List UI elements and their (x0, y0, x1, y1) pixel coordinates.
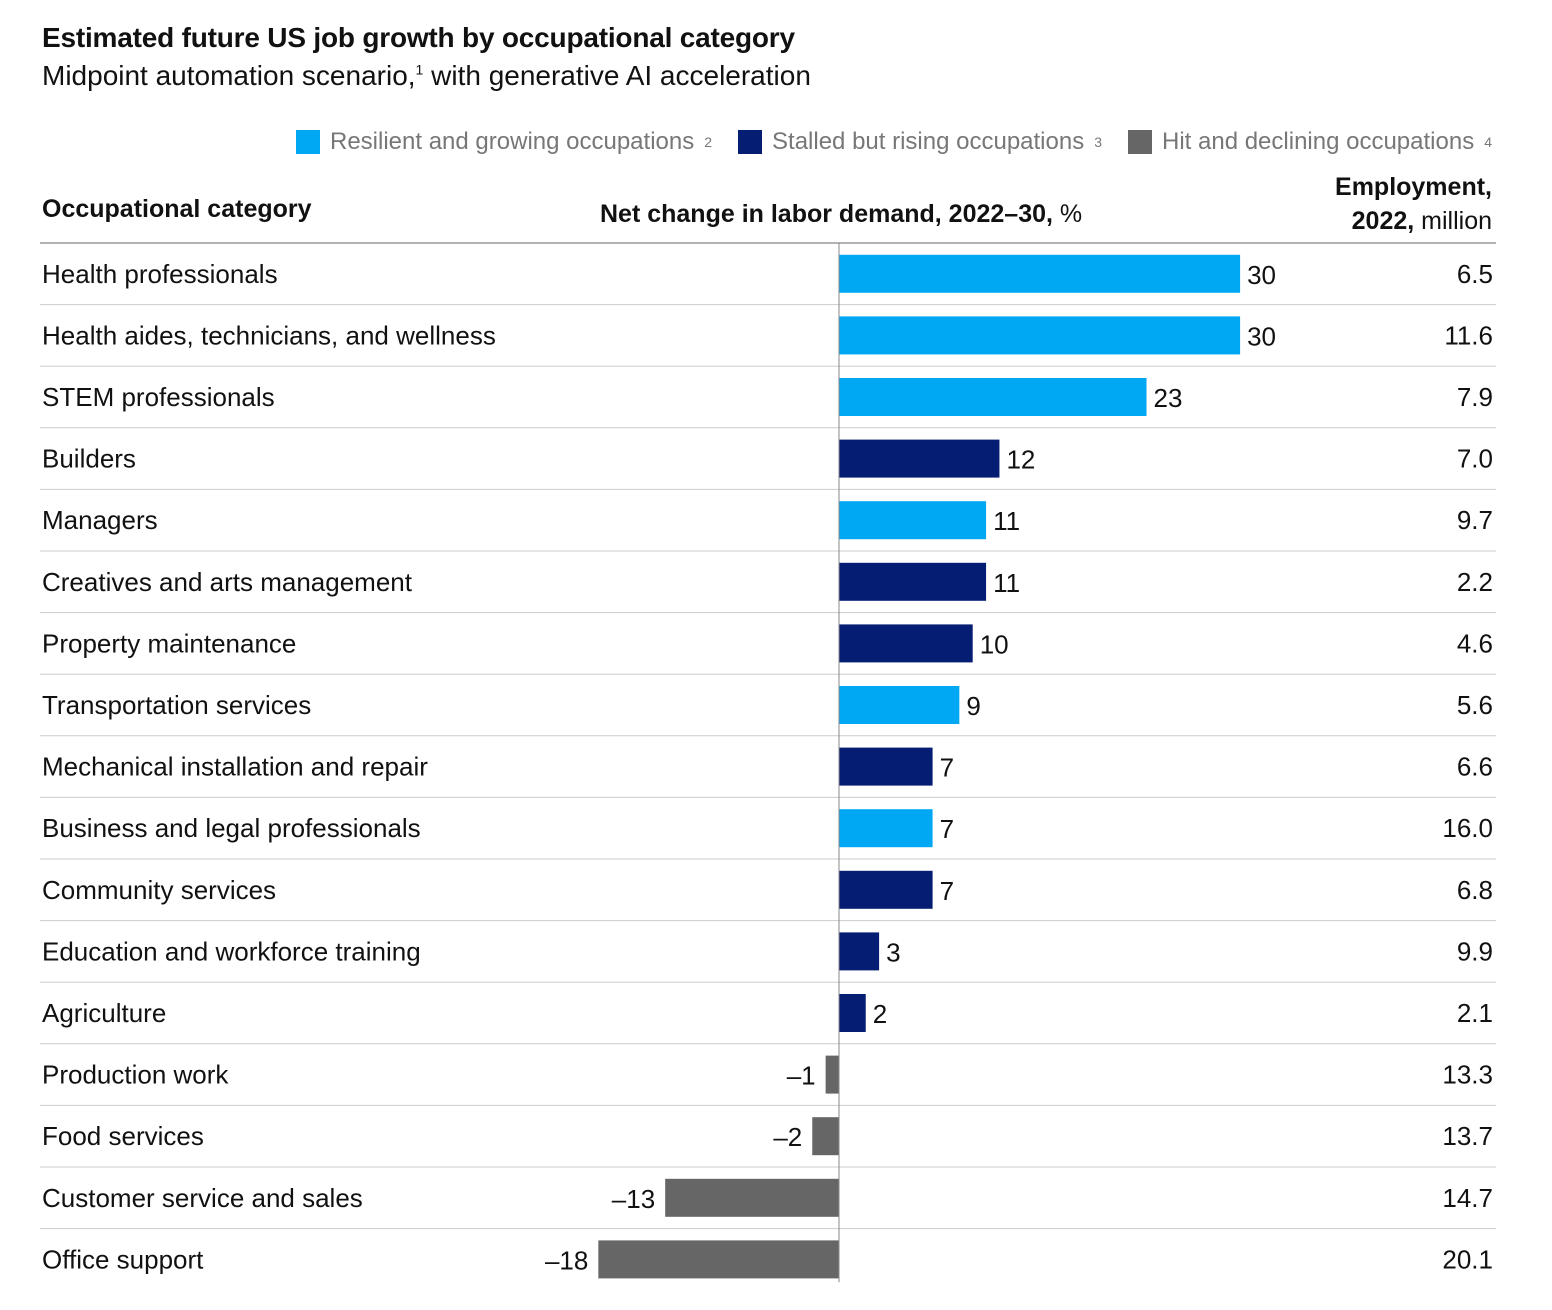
footnote: 2 (704, 134, 713, 150)
bar (839, 439, 1000, 478)
category-label: Business and legal professionals (42, 813, 421, 843)
category-label: Health professionals (42, 259, 278, 289)
category-label: Office support (42, 1244, 204, 1274)
header-employment-line1: Employment, (1335, 173, 1492, 201)
category-label: Builders (42, 444, 136, 474)
legend-label: Resilient and growing occupations (330, 128, 695, 155)
header-net-change-unit: % (1052, 200, 1083, 228)
header-category: Occupational category (42, 195, 312, 223)
employment-value: 13.3 (1442, 1060, 1493, 1090)
category-label: Education and workforce training (42, 936, 421, 966)
chart-title: Estimated future US job growth by occupa… (42, 22, 795, 53)
category-label: Creatives and arts management (42, 567, 413, 597)
header-employment-unit: million (1414, 207, 1492, 235)
footnote: 4 (1484, 134, 1492, 150)
subtitle-text: Midpoint automation scenario, (42, 60, 416, 91)
legend-item-resilient: Resilient and growing occupations 2 (296, 128, 712, 156)
bar (839, 378, 1147, 416)
footnote-1: 1 (415, 61, 424, 78)
bar (839, 932, 880, 971)
employment-value: 6.8 (1457, 875, 1493, 905)
legend: Resilient and growing occupations 2 Stall… (296, 128, 1492, 156)
data-label: –18 (545, 1245, 588, 1275)
data-label: 7 (940, 876, 954, 906)
employment-value: 9.7 (1457, 505, 1493, 535)
data-label: –2 (773, 1122, 802, 1152)
chart-subtitle: Midpoint automation scenario,1 with gene… (42, 60, 811, 92)
employment-value: 6.5 (1457, 259, 1493, 289)
legend-item-declining: Hit and declining occupations 4 (1128, 128, 1492, 156)
category-label: Managers (42, 505, 158, 535)
data-label: 30 (1247, 260, 1276, 290)
legend-swatch (738, 130, 763, 154)
bar (839, 254, 1241, 293)
category-label: Mechanical installation and repair (42, 752, 428, 782)
employment-value: 13.7 (1442, 1121, 1493, 1151)
data-label: 10 (980, 629, 1009, 659)
bar (839, 562, 987, 601)
employment-value: 2.1 (1457, 998, 1493, 1028)
category-label: Production work (42, 1060, 229, 1090)
category-label: Food services (42, 1121, 204, 1151)
bar (825, 1055, 839, 1094)
category-label: Community services (42, 875, 276, 905)
employment-value: 7.0 (1457, 444, 1493, 474)
employment-value: 6.6 (1457, 752, 1493, 782)
data-label: 7 (940, 753, 954, 783)
employment-value: 7.9 (1457, 382, 1493, 412)
employment-value: 4.6 (1457, 628, 1493, 658)
header-net-change: Net change in labor demand, 2022–30, % (600, 200, 1082, 229)
bar (839, 994, 866, 1032)
category-label: STEM professionals (42, 382, 275, 412)
employment-value: 16.0 (1442, 813, 1493, 843)
bar (812, 1117, 839, 1156)
category-label: Transportation services (42, 690, 311, 720)
bar (839, 686, 960, 724)
data-label: 7 (940, 814, 954, 844)
employment-value: 20.1 (1442, 1244, 1493, 1274)
data-label: –1 (787, 1061, 816, 1091)
category-label: Customer service and sales (42, 1183, 363, 1213)
employment-value: 2.2 (1457, 567, 1493, 597)
employment-value: 11.6 (1444, 320, 1493, 350)
header-employment-bold: 2022, (1351, 207, 1415, 235)
subtitle-text-rest: with generative AI acceleration (423, 60, 811, 91)
legend-label: Hit and declining occupations (1162, 128, 1475, 155)
data-label: 23 (1154, 383, 1183, 413)
bar (839, 624, 973, 663)
header-employment: Employment, 2022, million (1335, 170, 1492, 238)
bar (839, 870, 933, 909)
employment-value: 9.9 (1457, 936, 1493, 966)
data-label: 30 (1247, 321, 1276, 351)
bar (839, 501, 987, 540)
employment-value: 14.7 (1442, 1183, 1493, 1213)
footnote: 3 (1094, 134, 1102, 150)
data-label: –13 (612, 1184, 655, 1214)
bar (839, 316, 1241, 355)
legend-swatch (1128, 130, 1152, 154)
data-label: 12 (1006, 445, 1035, 475)
bar (839, 747, 933, 786)
data-label: 11 (993, 568, 1020, 598)
employment-value: 5.6 (1457, 690, 1493, 720)
data-label: 3 (886, 937, 900, 967)
legend-swatch (296, 130, 320, 154)
data-label: 2 (873, 999, 887, 1029)
bar (839, 809, 933, 848)
legend-label: Stalled but rising occupations (772, 128, 1085, 155)
data-label: 11 (993, 506, 1020, 536)
category-label: Agriculture (42, 998, 166, 1028)
category-label: Health aides, technicians, and wellness (42, 320, 496, 350)
category-label: Property maintenance (42, 628, 296, 658)
bar (665, 1178, 839, 1217)
legend-item-stalled: Stalled but rising occupations 3 (738, 128, 1102, 156)
header-net-change-bold: Net change in labor demand, 2022–30, (600, 200, 1053, 228)
bar (598, 1240, 839, 1279)
data-label: 9 (966, 691, 980, 721)
